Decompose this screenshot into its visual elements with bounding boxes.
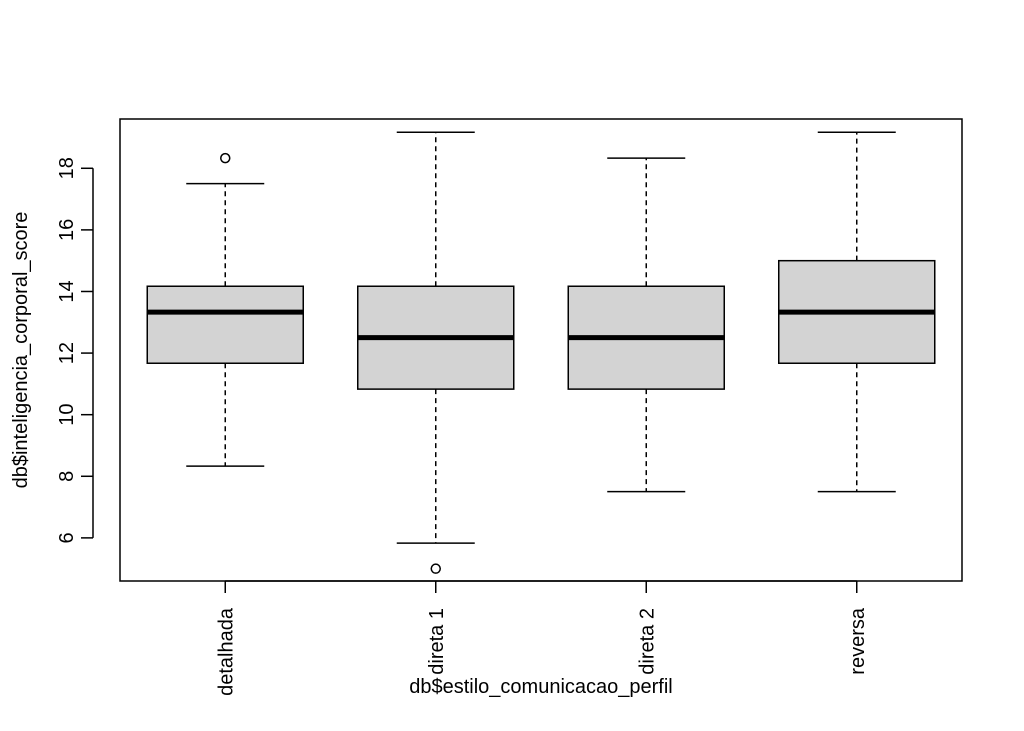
iqr-box	[146, 285, 304, 364]
y-tick-label: 10	[56, 404, 78, 426]
y-tick-label: 12	[56, 342, 78, 364]
y-axis-label: db$inteligencia_corporal_score	[10, 212, 32, 489]
y-tick-label: 18	[56, 157, 78, 179]
boxes	[146, 131, 936, 574]
outlier-point	[220, 152, 231, 164]
box-direta-1	[357, 131, 515, 574]
y-tick-label: 16	[56, 219, 78, 241]
x-tick-label: direta 2	[636, 608, 658, 675]
box-detalhada	[146, 152, 304, 467]
outlier-point	[430, 563, 441, 574]
y-tick-label: 14	[56, 280, 78, 302]
x-tick-label: direta 1	[426, 608, 448, 675]
box-direta-2	[567, 157, 725, 493]
y-axis: 6 8 10 12 14 16 18	[56, 157, 94, 543]
x-tick-label: reversa	[847, 607, 869, 675]
y-tick-label: 6	[56, 532, 78, 543]
y-tick-label: 8	[56, 471, 78, 482]
x-axis-label: db$estilo_comunicacao_perfil	[409, 676, 673, 698]
x-tick-label: detalhada	[215, 607, 237, 696]
box-reversa	[778, 131, 936, 493]
x-axis: detalhada direta 1 direta 2 reversa	[215, 580, 869, 696]
